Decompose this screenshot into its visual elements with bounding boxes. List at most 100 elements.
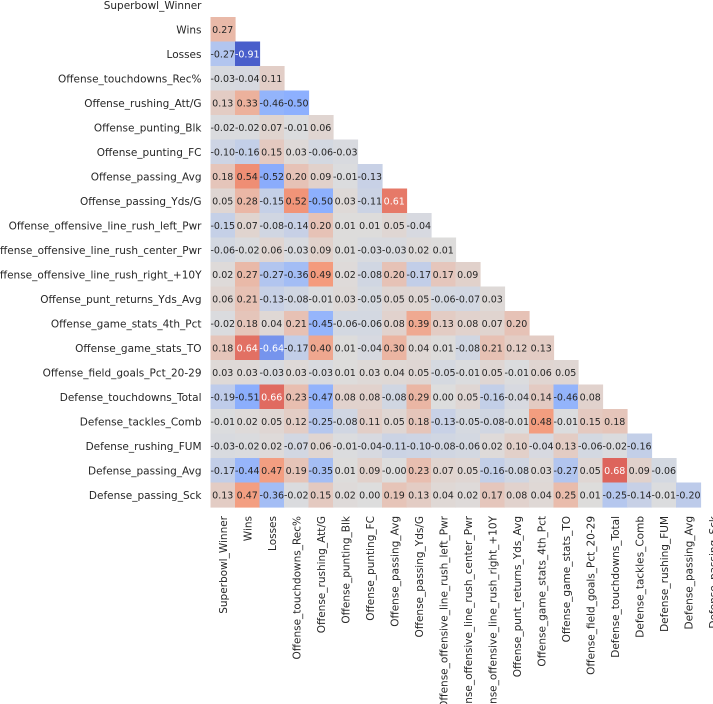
heatmap-cell xyxy=(406,213,432,239)
y-tick-label: Offense_rushing_Att/G xyxy=(84,98,201,110)
heatmap-cell xyxy=(357,384,383,410)
cell-value-label: 0.12 xyxy=(286,417,307,428)
heatmap-cell xyxy=(210,433,236,459)
heatmap-cell xyxy=(529,458,555,484)
cell-value-label: 0.03 xyxy=(212,368,233,379)
cell-value-label: -0.08 xyxy=(259,221,284,232)
y-tick-label: Losses xyxy=(167,49,202,61)
heatmap-cell xyxy=(284,237,310,263)
heatmap-cell xyxy=(382,188,408,214)
heatmap-cell xyxy=(284,262,310,288)
cell-value-label: -0.06 xyxy=(357,319,382,330)
heatmap-cell xyxy=(406,384,432,410)
cell-value-label: 0.33 xyxy=(237,98,258,109)
heatmap-cell xyxy=(504,458,530,484)
heatmap-cell xyxy=(529,409,555,435)
heatmap-cell xyxy=(357,458,383,484)
x-tick-label: Offense_touchdowns_Rec% xyxy=(291,516,303,660)
cell-value-label: 0.01 xyxy=(335,466,356,477)
cell-value-label: -0.04 xyxy=(504,392,529,403)
y-tick-labels: Superbowl_Winner Wins Losses Offense_touchd… xyxy=(0,0,202,502)
cell-value-label: 0.02 xyxy=(457,490,478,501)
heatmap-cell xyxy=(259,90,285,116)
cell-value-label: 0.49 xyxy=(310,270,331,281)
cell-value-label: -0.03 xyxy=(210,74,235,85)
cell-value-label: -0.91 xyxy=(235,49,260,60)
y-tick-label: Defense_rushing_FUM xyxy=(86,441,202,453)
heatmap-cell xyxy=(210,139,236,165)
cell-value-label: -0.04 xyxy=(357,343,382,354)
cell-value-label: -0.01 xyxy=(210,417,235,428)
heatmap-cell xyxy=(480,335,506,361)
heatmap-cell xyxy=(235,237,261,263)
cell-value-label: -0.01 xyxy=(455,368,480,379)
cell-value-label: 0.05 xyxy=(408,368,429,379)
heatmap-cell xyxy=(382,262,408,288)
heatmap-cell xyxy=(210,286,236,312)
cell-value-label: 0.21 xyxy=(286,319,307,330)
cell-value-label: 0.27 xyxy=(212,25,233,36)
cell-value-label: -0.01 xyxy=(284,123,309,134)
cell-value-label: 0.04 xyxy=(384,368,405,379)
heatmap-cell xyxy=(235,311,261,337)
cell-value-label: -0.03 xyxy=(382,245,407,256)
y-tick-label: Defense_touchdowns_Total xyxy=(60,392,202,404)
cell-value-label: -0.45 xyxy=(308,319,333,330)
heatmap-cell xyxy=(406,409,432,435)
cell-value-label: -0.08 xyxy=(504,466,529,477)
cell-value-label: 0.19 xyxy=(286,466,307,477)
cell-value-label: 0.01 xyxy=(335,368,356,379)
cell-value-label: 0.00 xyxy=(359,490,380,501)
heatmap-cell xyxy=(406,237,432,263)
x-tick-label: Defense_rushing_FUM xyxy=(659,516,671,632)
x-tick-label: Offense_punting_FC xyxy=(365,516,377,621)
cell-value-label: 0.04 xyxy=(531,490,552,501)
cell-value-label: 0.05 xyxy=(580,466,601,477)
x-tick-label: Offense_punt_returns_Yds_Avg xyxy=(512,516,524,677)
heatmap-cell xyxy=(504,409,530,435)
heatmap-cell xyxy=(480,458,506,484)
heatmap-cell xyxy=(406,360,432,386)
heatmap-cell xyxy=(333,360,359,386)
heatmap-cell xyxy=(553,433,579,459)
x-tick-label: Defense_passing_Avg xyxy=(683,516,695,630)
heatmap-cell xyxy=(357,237,383,263)
heatmap-cell xyxy=(259,482,285,508)
heatmap-cell xyxy=(308,482,334,508)
y-tick-label: Offense_field_goals_Pct_20-29 xyxy=(43,367,202,379)
heatmap-cell xyxy=(284,115,310,141)
heatmap-cell xyxy=(406,433,432,459)
heatmap-cell xyxy=(578,458,604,484)
heatmap-cell xyxy=(284,384,310,410)
heatmap-cell xyxy=(578,409,604,435)
heatmap-cell xyxy=(431,237,457,263)
heatmap-cell xyxy=(455,433,481,459)
cell-value-label: -0.02 xyxy=(235,245,260,256)
heatmap-cell xyxy=(210,335,236,361)
cell-value-label: -0.50 xyxy=(284,98,309,109)
heatmap-cell xyxy=(308,164,334,190)
heatmap-cell xyxy=(235,139,261,165)
heatmap-cell xyxy=(431,409,457,435)
heatmap-cell xyxy=(357,188,383,214)
heatmap-cell xyxy=(553,458,579,484)
cell-value-label: 0.05 xyxy=(457,466,478,477)
heatmap-cell xyxy=(455,262,481,288)
cell-value-label: 0.52 xyxy=(286,196,307,207)
cell-value-label: -0.03 xyxy=(333,147,358,158)
heatmap-cell xyxy=(308,360,334,386)
cell-value-label: 0.01 xyxy=(335,343,356,354)
cell-value-label: -0.05 xyxy=(455,417,480,428)
y-tick-label: Offense_game_stats_4th_Pct xyxy=(51,318,202,330)
cell-value-label: -0.01 xyxy=(333,172,358,183)
cell-value-label: 0.18 xyxy=(212,172,233,183)
heatmap-cell xyxy=(529,482,555,508)
cell-value-label: -0.10 xyxy=(210,147,235,158)
heatmap-cell xyxy=(382,458,408,484)
heatmap-cell xyxy=(480,286,506,312)
cell-value-label: -0.27 xyxy=(210,49,235,60)
heatmap-cell xyxy=(455,335,481,361)
heatmap-cell xyxy=(406,262,432,288)
cell-value-label: 0.05 xyxy=(457,392,478,403)
